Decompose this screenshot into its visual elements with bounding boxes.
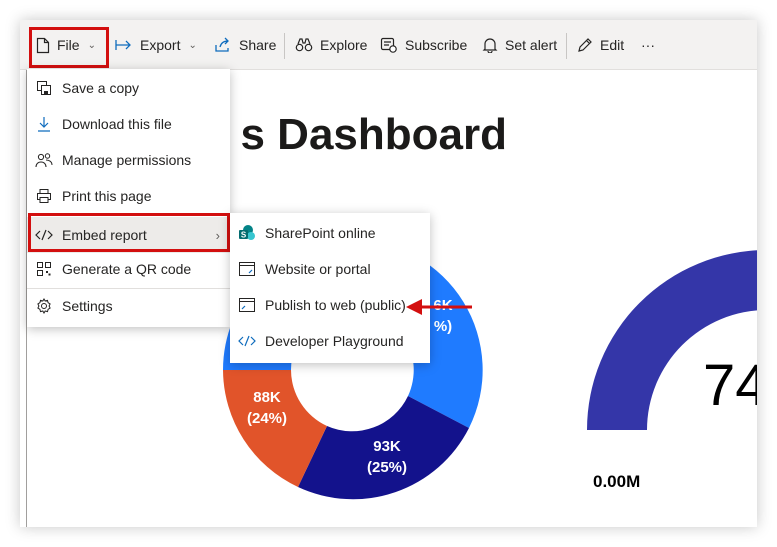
people-icon (35, 151, 53, 169)
submenu-item-developer[interactable]: Developer Playground (230, 324, 430, 358)
bell-icon (482, 38, 498, 53)
donut-label-navy: 93K (25%) (357, 436, 417, 478)
menu-item-label: Website or portal (265, 261, 371, 277)
subscribe-button[interactable]: Subscribe (380, 20, 467, 70)
submenu-item-website[interactable]: Website or portal (230, 252, 430, 286)
binoculars-icon (295, 38, 313, 52)
developer-icon (238, 332, 256, 350)
menu-item-label: Publish to web (public) (265, 297, 406, 313)
annotation-arrow (406, 299, 472, 315)
menu-item-label: Embed report (62, 227, 147, 243)
chevron-down-icon: ⌄ (87, 39, 96, 51)
more-options-label: ··· (641, 37, 655, 53)
toolbar-divider (566, 33, 567, 59)
gear-icon (35, 297, 53, 315)
export-label: Export (140, 37, 181, 53)
menu-item-label: Save a copy (62, 80, 140, 96)
file-label: File (57, 37, 80, 53)
menu-item-settings[interactable]: Settings (27, 289, 230, 323)
menu-item-manage-permissions[interactable]: Manage permissions (27, 143, 230, 177)
file-icon (36, 37, 50, 53)
report-window: File ⌄ Export ⌄ Share Explore Subscribe … (20, 20, 757, 527)
share-button[interactable]: Share (214, 20, 276, 70)
more-options-button[interactable]: ··· (641, 20, 655, 70)
sharepoint-icon: S (238, 224, 256, 242)
subscribe-icon (380, 37, 397, 53)
download-icon (35, 115, 53, 133)
chevron-right-icon: › (215, 227, 220, 243)
menu-item-label: Print this page (62, 188, 152, 204)
menu-item-label: Manage permissions (62, 152, 192, 168)
embed-submenu: S SharePoint online Website or portal Pu… (230, 213, 430, 363)
donut-percent: %) (433, 318, 453, 335)
explore-label: Explore (320, 37, 368, 53)
edit-label: Edit (600, 37, 625, 53)
toolbar: File ⌄ Export ⌄ Share Explore Subscribe … (20, 20, 757, 70)
edit-button[interactable]: Edit (577, 20, 624, 70)
print-icon (35, 187, 53, 205)
gauge-min-label: 0.00M (593, 472, 641, 491)
gauge-value: 746 (703, 353, 757, 418)
pencil-icon (578, 38, 592, 52)
donut-percent: (25%) (366, 459, 407, 476)
chevron-down-icon: ⌄ (188, 39, 197, 51)
menu-item-label: Developer Playground (265, 333, 404, 349)
donut-percent: (24%) (246, 410, 287, 427)
set-alert-button[interactable]: Set alert (482, 20, 557, 70)
subscribe-label: Subscribe (405, 37, 468, 53)
menu-divider (27, 288, 230, 289)
file-menu-button[interactable]: File ⌄ (36, 20, 96, 70)
website-icon (238, 260, 256, 278)
menu-item-embed-report[interactable]: Embed report › (27, 217, 230, 253)
svg-text:S: S (241, 231, 247, 240)
menu-item-label: Generate a QR code (62, 261, 192, 277)
set-alert-label: Set alert (505, 37, 558, 53)
donut-value: 88K (253, 389, 281, 406)
menu-item-qr-code[interactable]: Generate a QR code (27, 252, 230, 286)
gauge-arc[interactable] (587, 250, 757, 430)
donut-value: 93K (373, 438, 401, 455)
export-button[interactable]: Export ⌄ (115, 20, 197, 70)
menu-item-label: SharePoint online (265, 225, 376, 241)
menu-item-label: Settings (62, 298, 113, 314)
save-copy-icon (35, 79, 53, 97)
file-menu: Save a copy Download this file Manage pe… (27, 69, 230, 327)
menu-item-download[interactable]: Download this file (27, 107, 230, 141)
code-icon (35, 226, 53, 244)
report-title: s Dashboard (240, 110, 507, 159)
share-icon (215, 37, 229, 52)
menu-item-print[interactable]: Print this page (27, 179, 230, 213)
menu-item-label: Download this file (62, 116, 172, 132)
donut-label-orange: 88K (24%) (237, 387, 297, 429)
share-label: Share (239, 37, 277, 53)
donut-slice-navy[interactable] (298, 396, 469, 500)
toolbar-divider (284, 33, 285, 59)
submenu-item-publish-web[interactable]: Publish to web (public) (230, 288, 430, 322)
export-icon (115, 40, 131, 50)
donut-slice-orange[interactable] (223, 370, 327, 487)
explore-button[interactable]: Explore (295, 20, 367, 70)
menu-item-save-copy[interactable]: Save a copy (27, 71, 230, 105)
publish-web-icon (238, 296, 256, 314)
submenu-item-sharepoint[interactable]: S SharePoint online (230, 216, 430, 250)
qr-code-icon (35, 260, 53, 278)
